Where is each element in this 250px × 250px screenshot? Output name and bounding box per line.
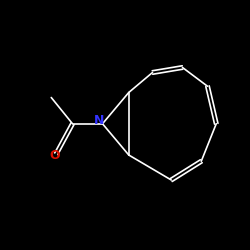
Text: N: N — [94, 114, 105, 127]
Text: O: O — [49, 149, 59, 162]
